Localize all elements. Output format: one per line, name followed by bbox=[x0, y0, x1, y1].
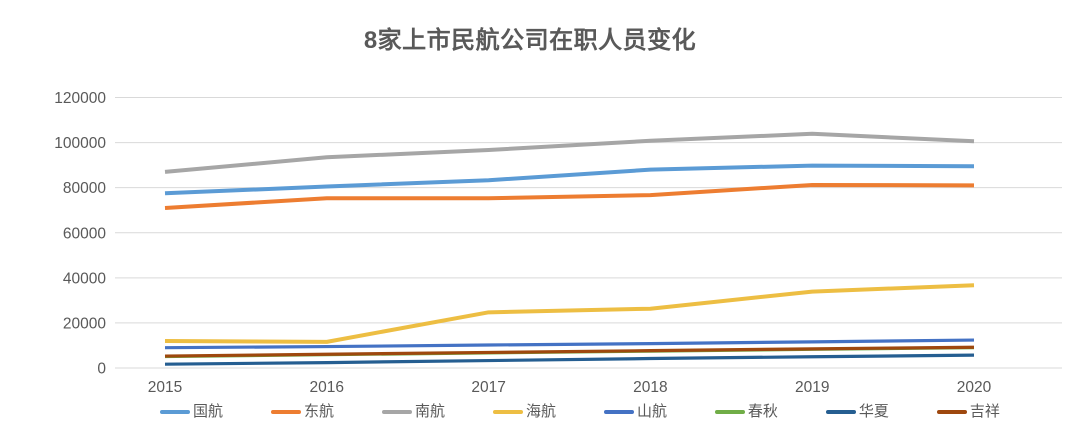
legend-item-chunqiu: 春秋 bbox=[714, 402, 778, 422]
y-axis-tick-label: 0 bbox=[97, 361, 106, 378]
legend: 国航 东航 南航 海航 山航 春秋 华夏 吉祥 bbox=[160, 402, 1000, 422]
legend-swatch-haihang bbox=[492, 409, 523, 415]
x-axis-tick-label: 2019 bbox=[795, 379, 829, 396]
y-axis-tick-label: 40000 bbox=[63, 270, 106, 287]
y-axis-tick-label: 100000 bbox=[54, 135, 106, 152]
series-line-华夏 bbox=[164, 353, 975, 366]
legend-label-guohang: 国航 bbox=[193, 403, 224, 420]
legend-swatch-jixiang bbox=[936, 409, 967, 415]
series-line-南航 bbox=[164, 131, 975, 174]
x-axis-tick-label: 2017 bbox=[471, 379, 505, 396]
legend-swatch-guohang bbox=[160, 409, 190, 415]
legend-label-huaxia: 华夏 bbox=[858, 403, 889, 420]
series-line-国航 bbox=[164, 163, 975, 196]
legend-item-huaxia: 华夏 bbox=[825, 402, 889, 422]
series-line-吉祥 bbox=[164, 345, 975, 358]
x-axis-tick-label: 2018 bbox=[633, 379, 667, 396]
legend-label-donghang: 东航 bbox=[303, 403, 334, 420]
legend-label-nanhang: 南航 bbox=[414, 403, 445, 420]
legend-item-guohang: 国航 bbox=[160, 402, 223, 422]
x-axis-tick-label: 2015 bbox=[148, 379, 182, 396]
legend-item-donghang: 东航 bbox=[270, 402, 334, 422]
series-line-东航 bbox=[164, 182, 975, 210]
legend-item-shanhang: 山航 bbox=[603, 402, 667, 422]
legend-swatch-shanhang bbox=[603, 409, 634, 415]
y-axis-tick-label: 120000 bbox=[54, 90, 106, 107]
x-axis-tick-label: 2020 bbox=[957, 379, 992, 396]
legend-item-nanhang: 南航 bbox=[381, 402, 445, 422]
legend-label-chunqiu: 春秋 bbox=[747, 403, 778, 420]
series-line-山航 bbox=[164, 338, 975, 350]
legend-swatch-chunqiu bbox=[714, 409, 745, 415]
legend-label-haihang: 海航 bbox=[525, 403, 556, 420]
y-axis-tick-label: 80000 bbox=[63, 180, 106, 197]
y-axis-tick-label: 20000 bbox=[63, 315, 106, 332]
legend-item-jixiang: 吉祥 bbox=[936, 402, 1000, 422]
y-axis-tick-label: 60000 bbox=[63, 225, 106, 242]
legend-swatch-huaxia bbox=[825, 409, 856, 415]
series-line-海航 bbox=[164, 283, 975, 344]
legend-item-haihang: 海航 bbox=[492, 402, 556, 422]
legend-label-jixiang: 吉祥 bbox=[969, 403, 1000, 420]
legend-swatch-nanhang bbox=[381, 409, 412, 415]
legend-label-shanhang: 山航 bbox=[636, 403, 667, 420]
chart-title: 8家上市民航公司在职人员变化 bbox=[363, 27, 697, 54]
legend-swatch-donghang bbox=[270, 409, 301, 415]
x-axis-tick-label: 2016 bbox=[310, 379, 344, 396]
